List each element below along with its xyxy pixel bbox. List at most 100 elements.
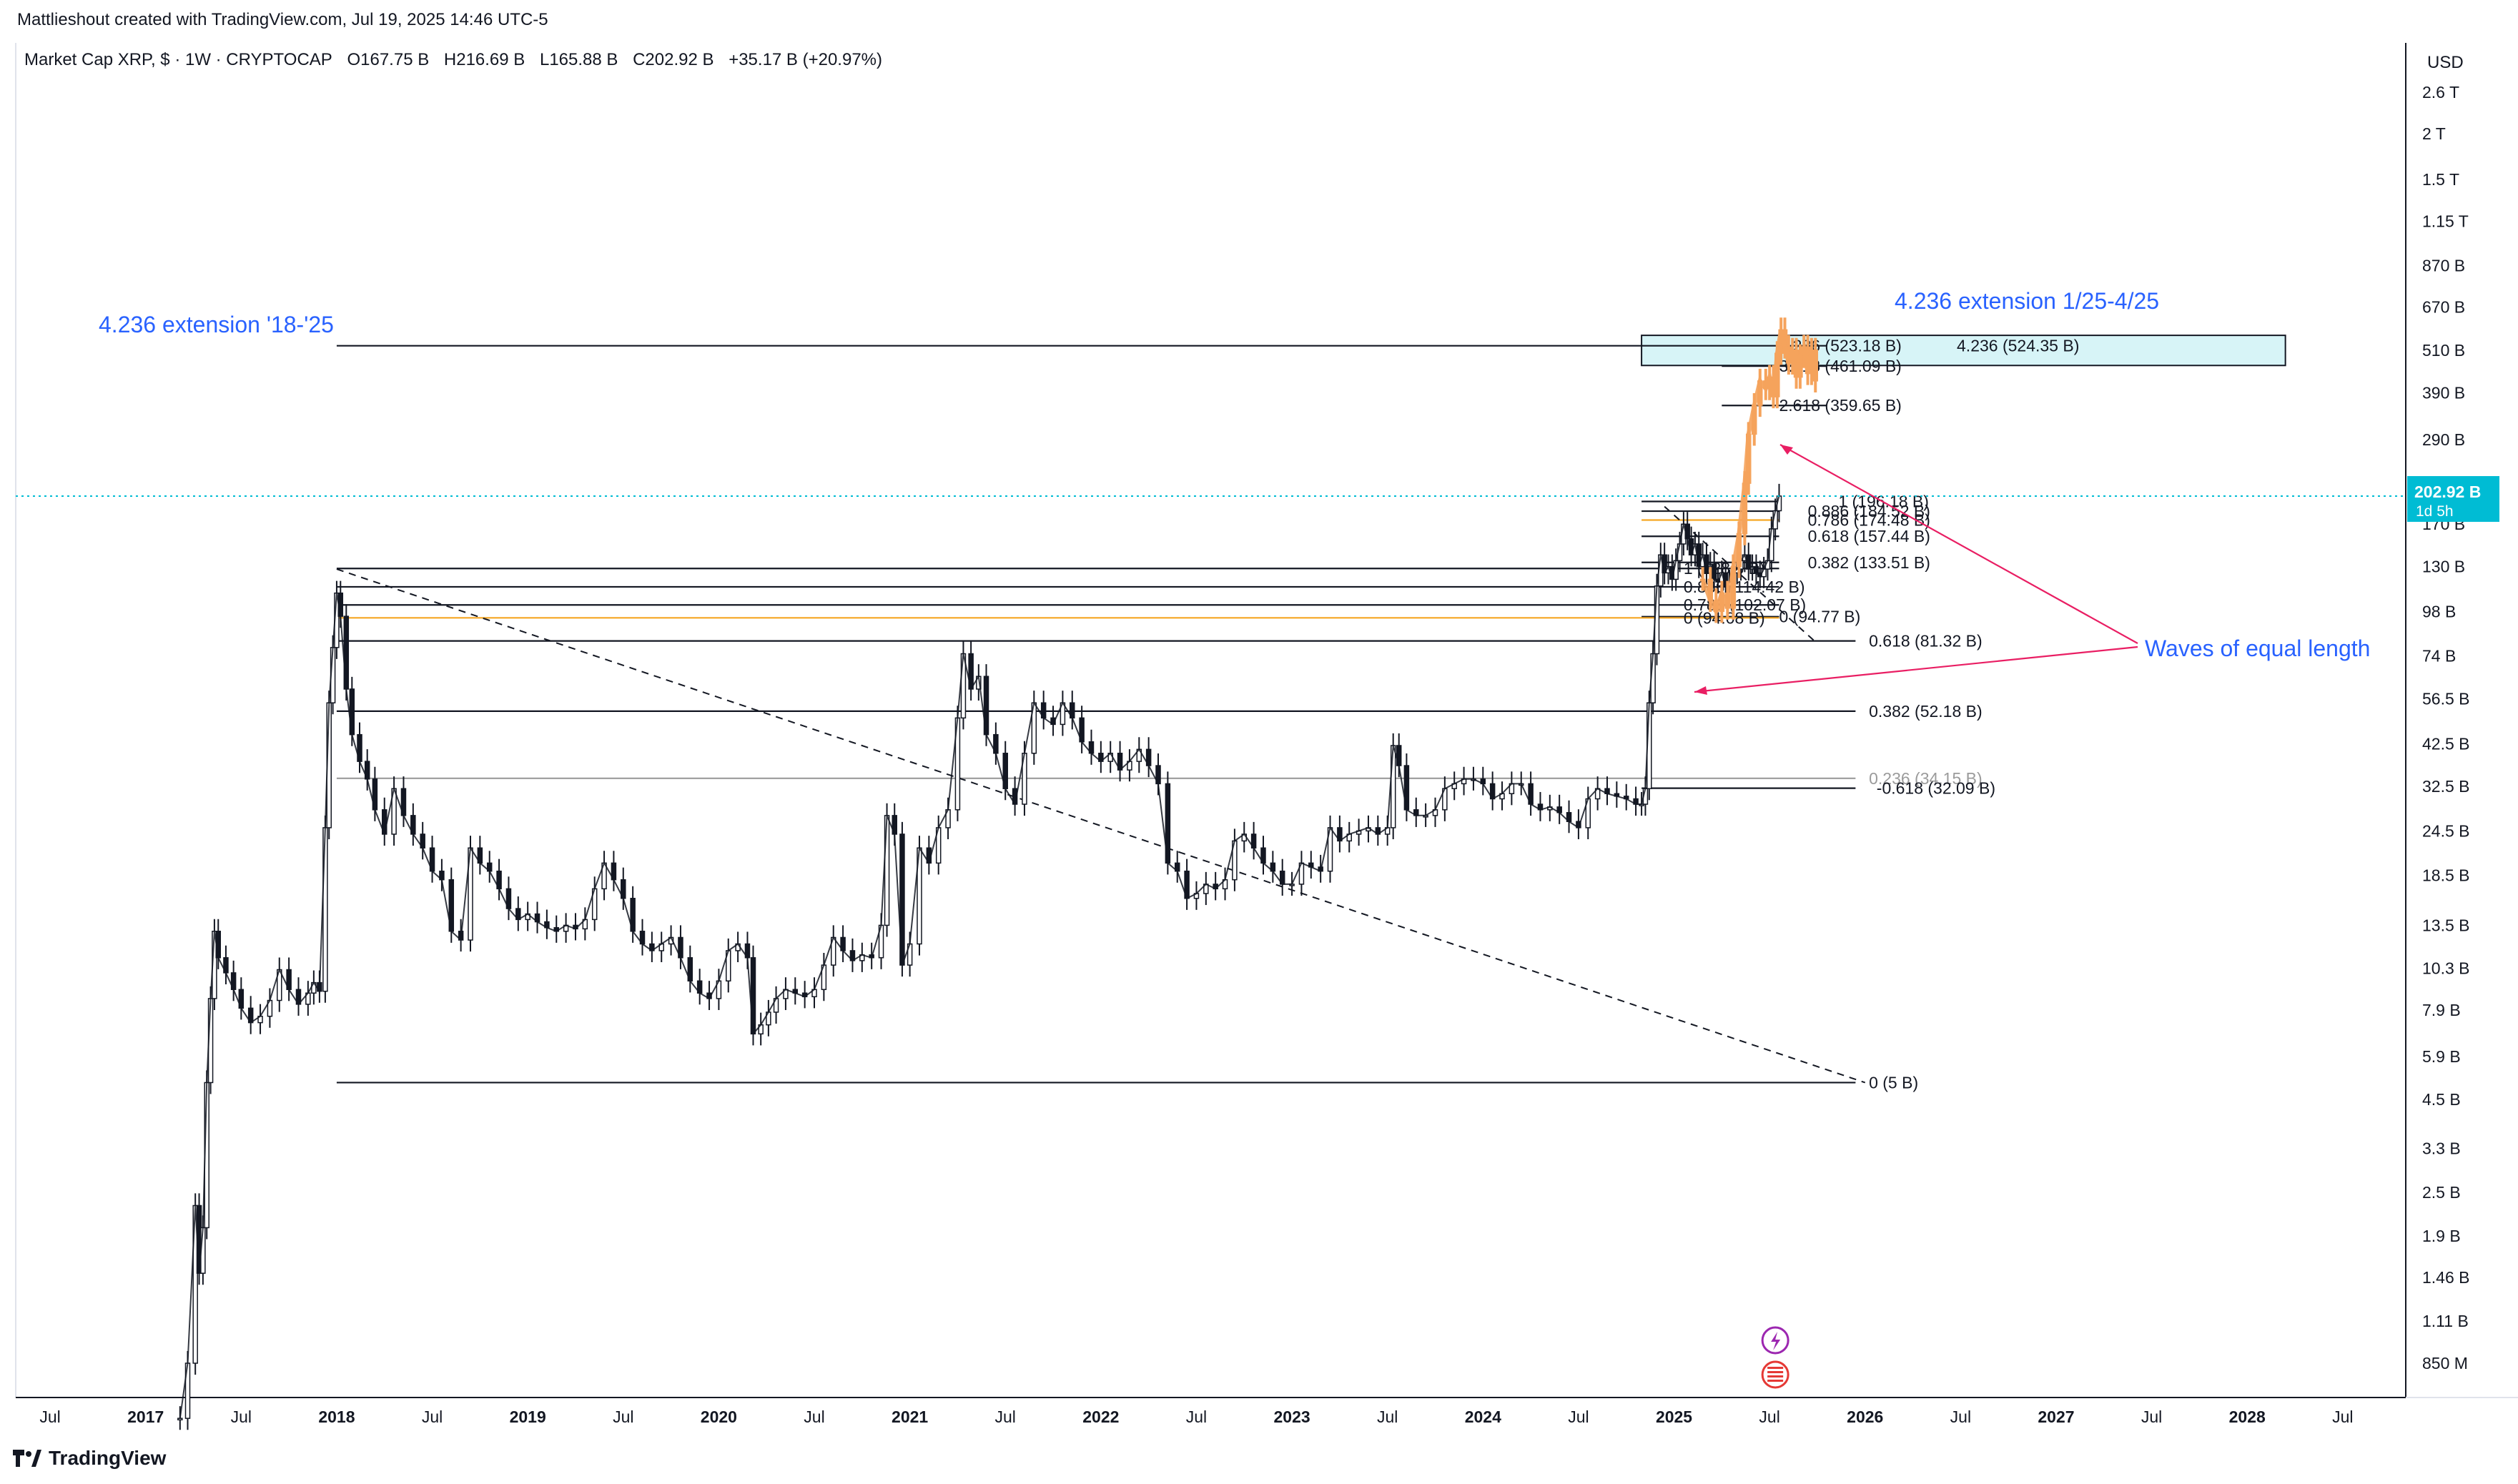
lightning-glyph <box>1771 1332 1781 1350</box>
flag-stripe <box>1767 1375 1784 1377</box>
ohlc-open: O167.75 B <box>347 50 430 69</box>
fib-level-label: 0 (94.77 B) <box>1779 608 1860 626</box>
tradingview-logo-icon <box>13 1450 41 1467</box>
flag-stripe <box>1767 1380 1784 1382</box>
y-tick-label: 290 B <box>2422 430 2465 449</box>
arrowhead-icon <box>1780 445 1793 455</box>
x-tick-label: Jul <box>1186 1408 1207 1426</box>
currency-label[interactable]: USD <box>2427 53 2464 72</box>
x-tick-label: 2023 <box>1273 1408 1310 1426</box>
y-tick-label: 10.3 B <box>2422 959 2470 977</box>
y-tick-label: 510 B <box>2422 341 2465 360</box>
y-tick-label: 1.11 B <box>2422 1312 2469 1330</box>
extension-box-layer <box>1641 335 2286 367</box>
brand-name: TradingView <box>49 1447 167 1469</box>
y-tick-label: 18.5 B <box>2422 866 2470 885</box>
x-tick-label: 2027 <box>2038 1408 2074 1426</box>
annotation-extension-18-25[interactable]: 4.236 extension '18-'25 <box>99 312 334 337</box>
x-tick-label: 2017 <box>127 1408 164 1426</box>
y-tick-label: 7.9 B <box>2422 1001 2461 1019</box>
x-tick-label: 2024 <box>1465 1408 1501 1426</box>
price-tag-countdown: 1d 5h <box>2416 503 2454 520</box>
y-tick-label: 1.5 T <box>2422 170 2459 189</box>
y-tick-label: 130 B <box>2422 558 2465 576</box>
x-tick-label: 2020 <box>701 1408 737 1426</box>
x-tick-label: Jul <box>1950 1408 1971 1426</box>
y-tick-label: 4.5 B <box>2422 1090 2461 1109</box>
fib-level-label: -0.618 (32.09 B) <box>1877 779 1995 798</box>
y-tick-label: 1.15 T <box>2422 212 2469 231</box>
fib-level-label: 0.786 (102.07 B) <box>1684 595 1806 614</box>
x-tick-label: Jul <box>995 1408 1016 1426</box>
dashed-trendline[interactable] <box>336 568 1866 1084</box>
x-tick-label: 2018 <box>318 1408 355 1426</box>
x-tick-label: Jul <box>1568 1408 1589 1426</box>
x-tick-label: Jul <box>2332 1408 2353 1426</box>
fib-level-label: 0 (5 B) <box>1869 1073 1918 1092</box>
plot-frame <box>15 43 2518 1398</box>
annotations[interactable]: 4.236 extension '18-'25 4.236 extension 1… <box>99 288 2370 695</box>
y-tick-label: 74 B <box>2422 646 2456 665</box>
annotation-waves-equal[interactable]: Waves of equal length <box>2145 635 2370 661</box>
y-tick-label: 1.9 B <box>2422 1227 2461 1245</box>
projection-series <box>1700 329 1818 618</box>
symbol-legend[interactable]: Market Cap XRP, $ · 1W · CRYPTOCAP O167.… <box>24 50 892 70</box>
y-tick-label: 13.5 B <box>2422 916 2470 934</box>
price-tag[interactable] <box>2407 476 2499 523</box>
fib-level-label: 0.786 (174.48 B) <box>1808 510 1930 529</box>
price-series <box>179 495 1780 1419</box>
flag-stripe <box>1767 1371 1784 1373</box>
y-tick-label: 3.3 B <box>2422 1139 2461 1157</box>
y-tick-label: 2.5 B <box>2422 1183 2461 1202</box>
y-tick-label: 850 M <box>2422 1354 2468 1372</box>
annotation-extension-1-25[interactable]: 4.236 extension 1/25-4/25 <box>1895 288 2159 314</box>
y-tick-label: 390 B <box>2422 383 2465 402</box>
y-tick-label: 42.5 B <box>2422 734 2470 753</box>
trendlines[interactable] <box>336 505 1866 1084</box>
x-tick-label: Jul <box>804 1408 824 1426</box>
ohlc-close: C202.92 B <box>633 50 714 69</box>
fib-level-label: 0.236 (34.15 B) <box>1869 769 1983 788</box>
fib-level-label: 0.382 (52.18 B) <box>1869 702 1983 721</box>
x-tick-label: 2021 <box>892 1408 928 1426</box>
dashed-trendline[interactable] <box>1664 505 1818 644</box>
extension-target-box[interactable] <box>1641 335 2286 367</box>
flag-event-icon[interactable] <box>1761 1360 1789 1389</box>
x-tick-label: 2022 <box>1082 1408 1119 1426</box>
x-tick-label: Jul <box>1377 1408 1398 1426</box>
y-tick-label: 1.46 B <box>2422 1268 2470 1287</box>
x-tick-label: Jul <box>422 1408 443 1426</box>
event-icons[interactable] <box>1761 1326 1789 1389</box>
x-tick-label: Jul <box>1759 1408 1779 1426</box>
fib-level-label: 0.618 (157.44 B) <box>1808 527 1930 545</box>
axes[interactable]: USD 2.6 T 2 T 1.5 T 1.15 T 870 B 670 B 510 B 390… <box>39 53 2499 1426</box>
fib-level-label: 2.618 (359.65 B) <box>1779 396 1901 415</box>
fib-level-label: 0.618 (81.32 B) <box>1869 632 1983 651</box>
ohlc-high: H216.69 B <box>443 50 525 69</box>
x-tick-label: 2025 <box>1656 1408 1692 1426</box>
y-tick-label: 5.9 B <box>2422 1047 2461 1066</box>
arrowhead-icon <box>1694 686 1707 695</box>
x-tick-label: 2026 <box>1847 1408 1883 1426</box>
y-tick-label: 56.5 B <box>2422 689 2470 708</box>
candle-body <box>177 1418 183 1420</box>
tradingview-logo[interactable]: TradingView <box>13 1447 166 1470</box>
fib-level-label: 0.382 (133.51 B) <box>1808 553 1930 572</box>
x-tick-label: 2019 <box>510 1408 546 1426</box>
series-layer <box>16 317 2406 1430</box>
y-tick-label: 2 T <box>2422 124 2446 143</box>
symbol-name[interactable]: Market Cap XRP, $ · 1W · CRYPTOCAP <box>24 50 332 69</box>
author-line: Mattlieshout created with TradingView.co… <box>17 10 548 29</box>
y-tick-label: 870 B <box>2422 257 2465 275</box>
fib-levels[interactable]: 4.236 (523.18 B)3.618 (461.09 B)2.618 (3… <box>336 337 2079 1092</box>
x-tick-label: Jul <box>39 1408 60 1426</box>
y-tick-label: 2.6 T <box>2422 83 2459 102</box>
x-tick-label: Jul <box>231 1408 252 1426</box>
price-tag-value: 202.92 B <box>2414 483 2481 501</box>
x-tick-label: Jul <box>2141 1408 2162 1426</box>
y-tick-label: 98 B <box>2422 602 2456 620</box>
fib-level-label: 4.236 (524.35 B) <box>1957 337 2079 355</box>
y-tick-label: 670 B <box>2422 297 2465 316</box>
y-tick-label: 24.5 B <box>2422 821 2470 840</box>
